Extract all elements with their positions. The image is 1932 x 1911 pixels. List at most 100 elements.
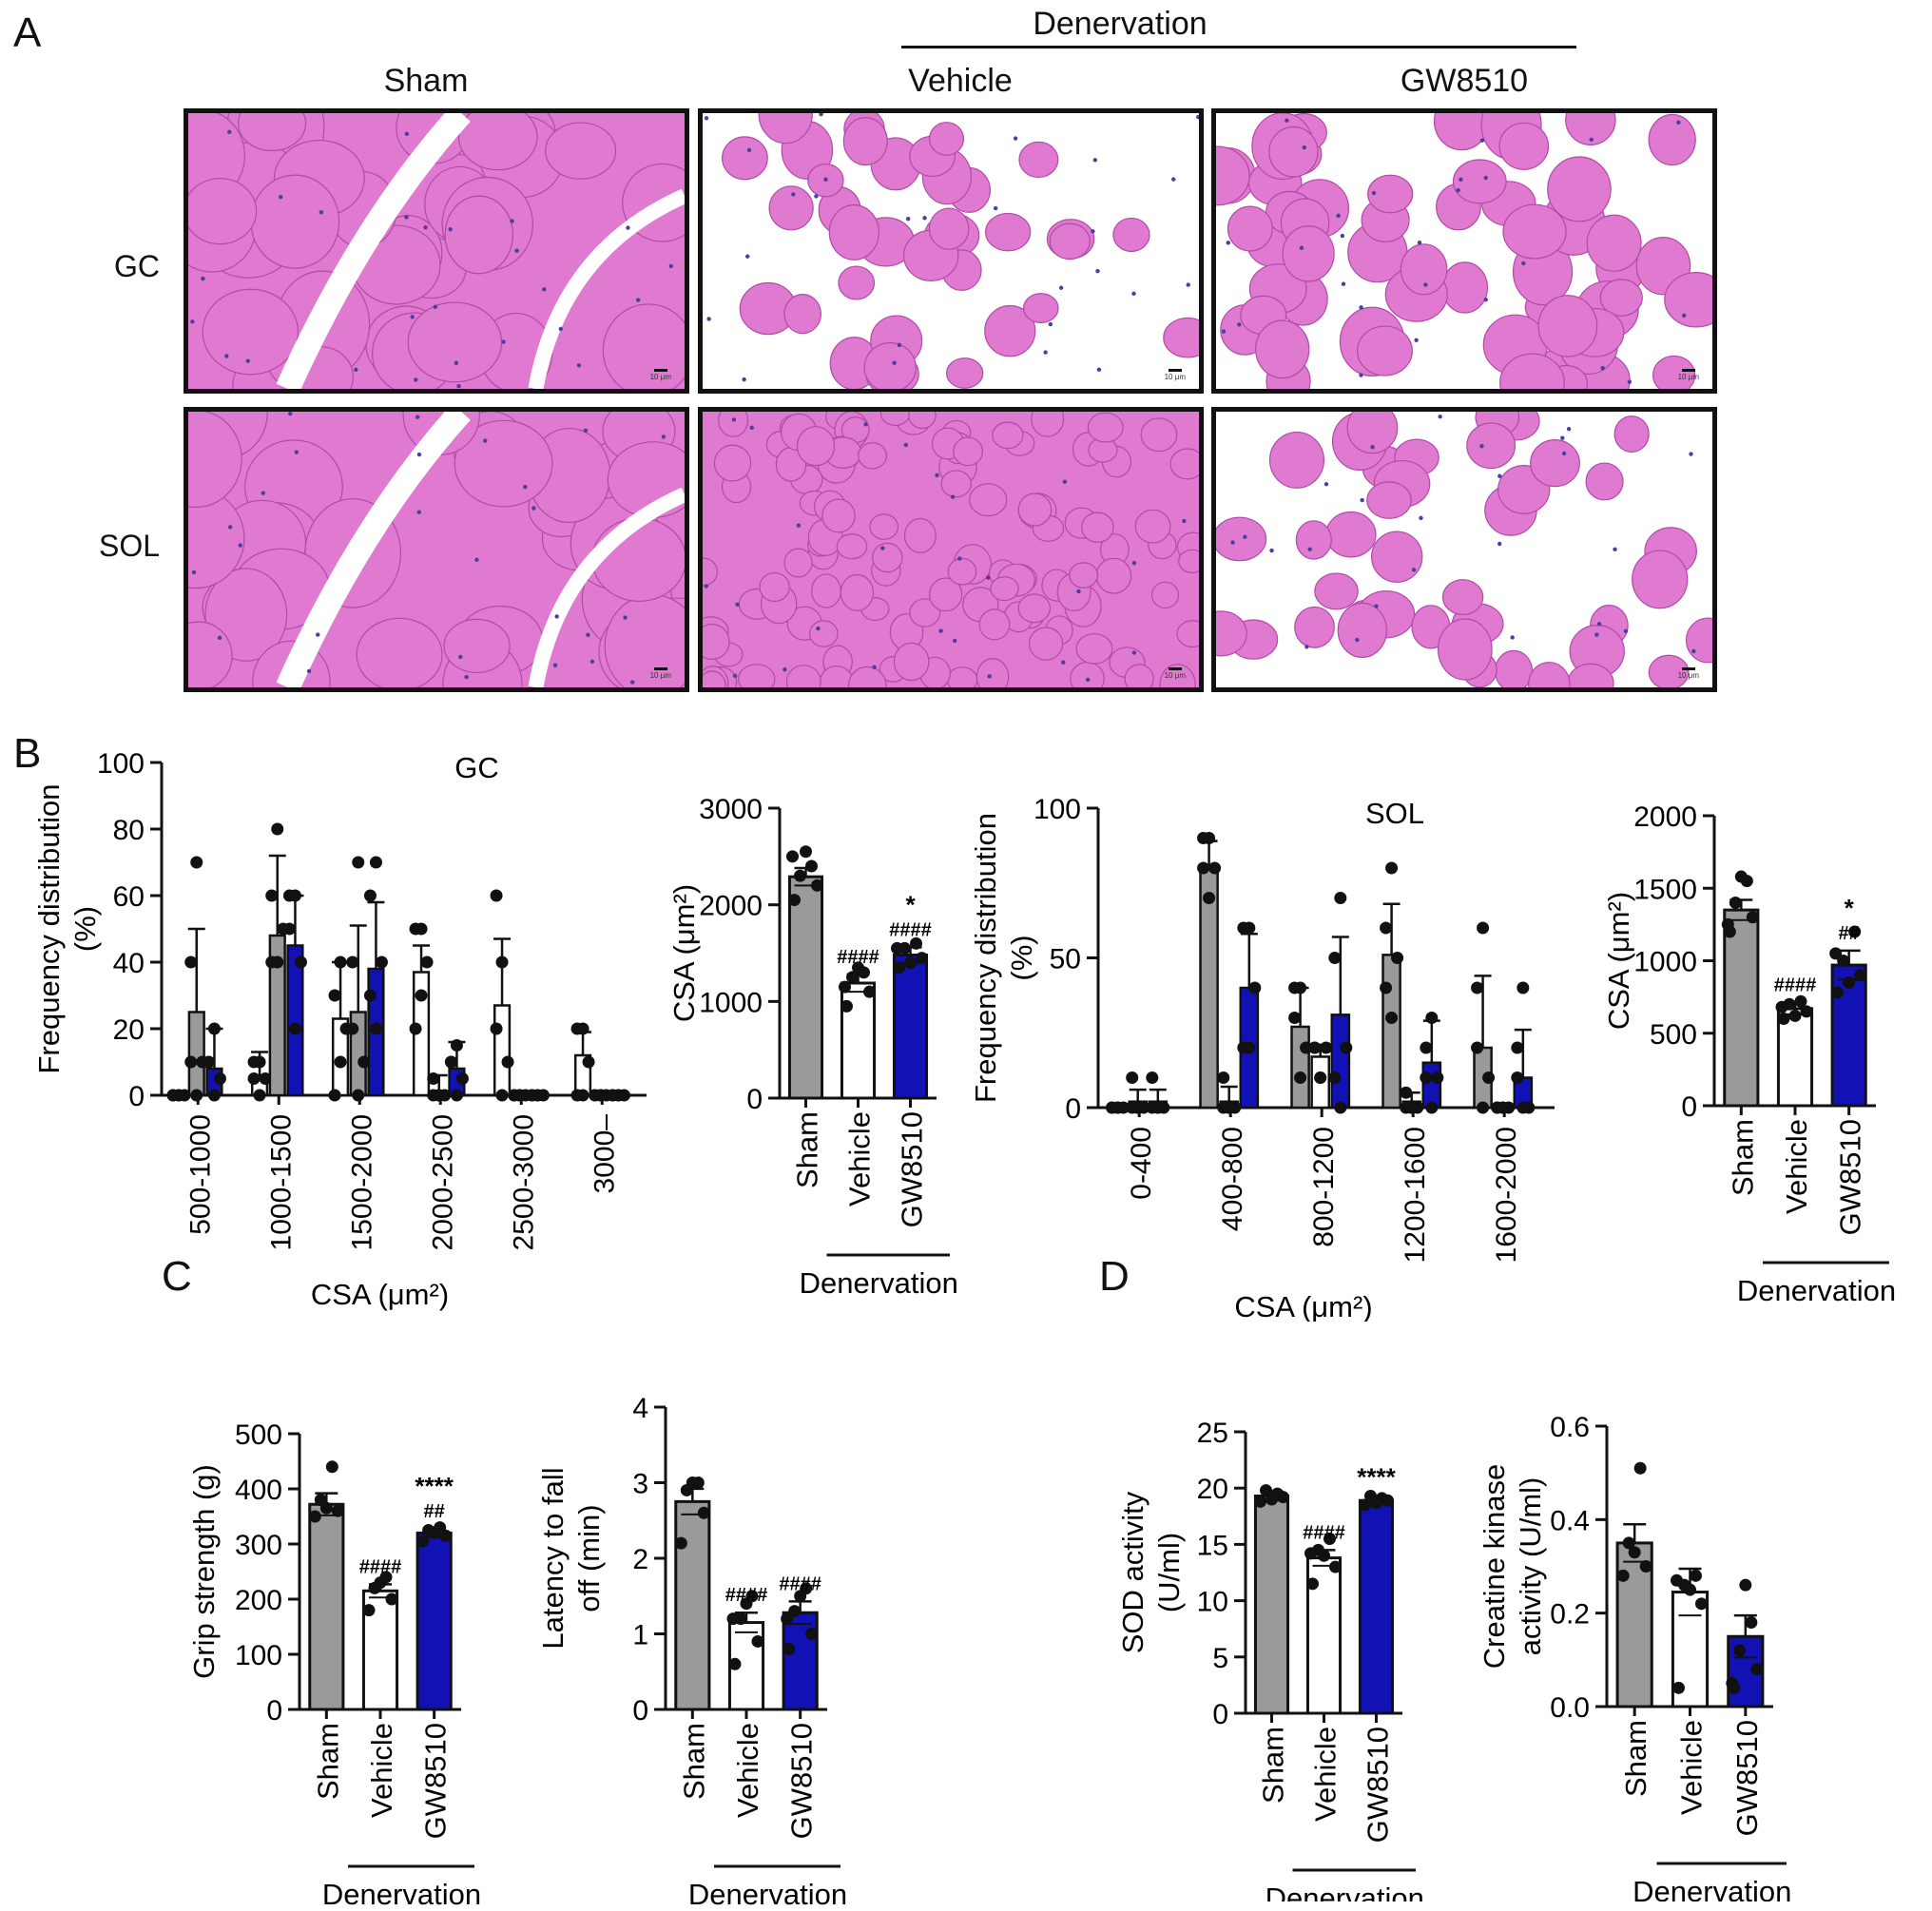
data-point [1146, 1101, 1159, 1114]
muscle-fiber [454, 419, 553, 508]
data-point [207, 1022, 221, 1035]
data-point [1288, 1012, 1302, 1024]
y-tick-label: 0 [128, 1081, 145, 1112]
nucleus [1341, 281, 1346, 286]
data-point [288, 1022, 301, 1035]
nucleus [1419, 515, 1423, 521]
data-point [1794, 994, 1807, 1008]
nucleus [464, 674, 469, 680]
nucleus [1521, 261, 1526, 266]
muscle-fiber [1502, 203, 1567, 260]
data-point [1800, 1005, 1813, 1018]
data-point [1477, 921, 1490, 935]
data-point [786, 850, 799, 863]
data-point [362, 1604, 376, 1617]
group-label: Denervation [1737, 1274, 1896, 1307]
nucleus [1483, 175, 1488, 181]
nucleus [227, 525, 233, 530]
nucleus [1483, 297, 1488, 302]
x-tick-label: GW8510 [896, 1111, 929, 1227]
nucleus [410, 315, 415, 319]
significance-mark: ## [1839, 923, 1860, 944]
bar [892, 954, 929, 1100]
data-point [1288, 981, 1302, 994]
muscle-fiber [738, 664, 776, 687]
muscle-fiber [1499, 353, 1565, 389]
data-point [1106, 1101, 1119, 1114]
muscle-fiber [1163, 317, 1199, 358]
muscle-fiber [928, 577, 963, 612]
y-tick-label: 20 [113, 1014, 145, 1046]
muscle-fiber [1441, 261, 1489, 314]
scale-bar: 10 μm [1678, 369, 1699, 381]
nucleus [1302, 145, 1306, 150]
data-point [308, 1510, 321, 1523]
nucleus [1340, 233, 1345, 239]
nucleus [294, 450, 299, 454]
nucleus [1269, 548, 1274, 553]
nucleus [1600, 365, 1605, 371]
nucleus [1594, 632, 1599, 637]
nucleus [1682, 313, 1687, 318]
nucleus [1092, 158, 1097, 163]
muscle-fiber [1528, 662, 1571, 687]
x-tick-label: 2000-2500 [427, 1114, 458, 1250]
data-point [1726, 1676, 1739, 1689]
data-point [1831, 986, 1845, 999]
muscle-fiber [969, 483, 1008, 517]
y-tick-label: 3000 [699, 794, 763, 825]
x-tick-label: 2500-3000 [508, 1114, 539, 1250]
muscle-fiber [985, 212, 1032, 252]
x-tick-label: Sham [791, 1111, 824, 1188]
data-point [409, 1022, 422, 1035]
nucleus [1459, 177, 1463, 182]
nucleus [706, 317, 711, 321]
group-label: Denervation [1633, 1875, 1791, 1901]
muscle-fiber [1295, 520, 1332, 560]
data-point [450, 1039, 463, 1052]
data-point [428, 1526, 441, 1539]
connective-tissue [276, 412, 471, 687]
muscle-fiber [945, 357, 984, 389]
x-tick-label: Vehicle [843, 1111, 877, 1206]
data-point [1628, 1546, 1641, 1559]
nucleus [552, 663, 558, 667]
data-point [1320, 1041, 1333, 1054]
nucleus [1691, 648, 1696, 654]
nucleus [1566, 427, 1572, 432]
muscle-fiber [928, 122, 965, 156]
nucleus [1411, 568, 1417, 572]
nucleus [952, 638, 957, 644]
scale-bar: 10 μm [1678, 667, 1699, 680]
x-axis-label: CSA (μm²) [311, 1278, 449, 1311]
nucleus [987, 674, 992, 679]
data-point [334, 1055, 347, 1069]
nucleus [288, 412, 293, 416]
nucleus [863, 422, 868, 427]
muscle-fiber [1585, 462, 1624, 501]
muscle-fiber [545, 122, 617, 180]
muscle-fiber [1441, 579, 1484, 616]
data-point [891, 941, 903, 955]
data-point [508, 1089, 521, 1102]
nucleus [583, 428, 589, 434]
data-point [1616, 1569, 1630, 1582]
data-point [794, 869, 806, 882]
nucleus [558, 326, 564, 332]
nucleus [1061, 660, 1066, 665]
data-point [1323, 1532, 1336, 1545]
data-point [1843, 975, 1856, 989]
data-point [576, 1022, 589, 1035]
x-tick-label: 1500-2000 [346, 1114, 377, 1250]
nucleus [554, 614, 559, 619]
nucleus [416, 510, 421, 514]
nucleus [1596, 622, 1602, 627]
x-tick-label: Sham [1726, 1119, 1759, 1196]
data-point [352, 856, 365, 869]
data-point [1380, 921, 1393, 935]
nucleus [1043, 350, 1048, 355]
nucleus [796, 523, 802, 528]
nucleus [668, 263, 673, 269]
data-point [253, 1089, 266, 1102]
